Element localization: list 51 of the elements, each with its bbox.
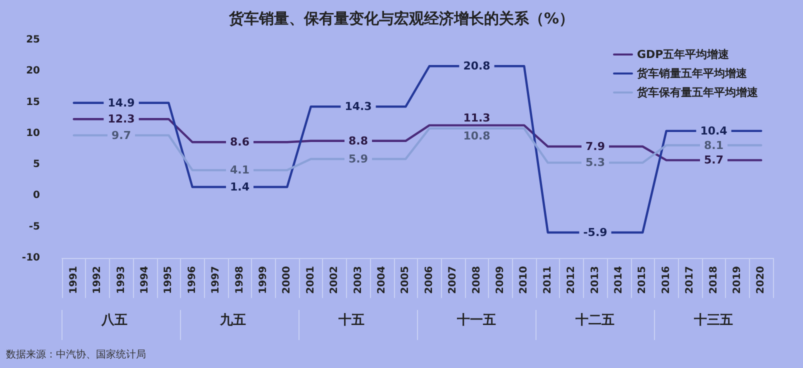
x-tick-label: 1994: [139, 266, 150, 294]
x-tick-label: 1992: [92, 266, 104, 294]
x-tick-label: 2000: [282, 266, 293, 294]
x-tick-label: 2002: [329, 266, 340, 294]
y-tick-label: 0: [33, 190, 40, 202]
y-tick-label: 5: [33, 159, 40, 170]
text: 十二五: [574, 313, 614, 328]
data-label: 11.3: [463, 111, 490, 124]
y-tick-label: 25: [26, 34, 40, 46]
x-tick-label: 2008: [471, 266, 482, 294]
x-tick-label: 2001: [305, 266, 316, 294]
x-tick-label: 1996: [186, 266, 198, 294]
x-tick-label: 2009: [494, 266, 506, 294]
text: 九五: [218, 313, 246, 328]
x-tick-label: 2012: [566, 266, 578, 294]
x-tick-label: 2015: [637, 266, 648, 294]
y-tick-label: 15: [26, 96, 40, 108]
y-tick-label: 20: [26, 66, 40, 77]
x-tick-label: 1993: [116, 266, 127, 294]
x-tick-label: 2019: [732, 266, 743, 294]
x-tick-label: 2007: [448, 266, 459, 294]
x-tick-label: 1997: [210, 266, 222, 294]
x-tick-label: 1991: [68, 266, 80, 294]
y-tick-label: -10: [22, 252, 40, 264]
x-tick-label: 1998: [234, 266, 246, 294]
x-tick-label: 2016: [660, 266, 672, 294]
y-tick-label: -5: [28, 221, 40, 232]
x-tick-label: 2003: [352, 266, 364, 294]
chart-title: 货车销量、保有量变化与宏观经济增长的关系（%）: [228, 10, 574, 28]
x-tick-label: 2010: [518, 266, 530, 294]
x-tick-label: 2013: [590, 266, 601, 294]
source-note: 数据来源：中汽协、国家统计局: [6, 348, 146, 360]
text: 十五: [337, 313, 364, 328]
x-tick-label: 2017: [684, 266, 696, 294]
x-tick-label: 2006: [424, 266, 435, 294]
x-tick-label: 2004: [376, 266, 388, 294]
x-tick-label: 1995: [163, 266, 174, 294]
x-tick-label: 2014: [613, 266, 624, 294]
x-tick-label: 2011: [542, 266, 554, 294]
x-tick-label: 2020: [756, 266, 767, 294]
x-tick-label: 2018: [708, 266, 720, 294]
y-tick-label: 10: [26, 128, 40, 139]
text: 十三五: [692, 313, 733, 328]
legend-label: 货车保有量五年平均增速: [636, 86, 759, 99]
x-tick-label: 2005: [400, 266, 412, 294]
data-label: 10.8: [463, 129, 490, 142]
x-tick-label: 1999: [258, 266, 269, 294]
legend-label: 货车销量五年平均增速: [636, 67, 748, 80]
legend-label: GDP五年平均增速: [637, 48, 730, 61]
text: 八五: [100, 313, 128, 328]
text: 十一五: [456, 313, 496, 328]
